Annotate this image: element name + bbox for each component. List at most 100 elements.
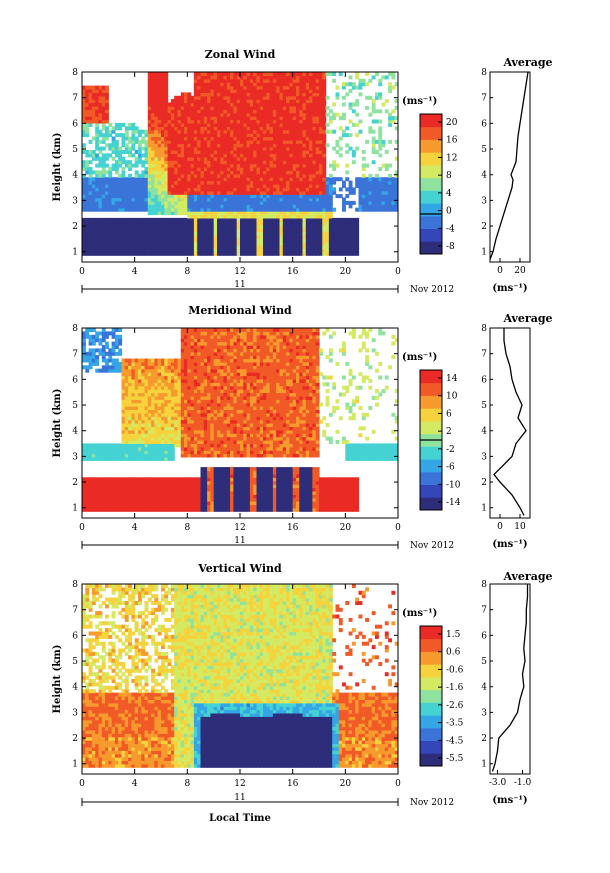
zonal-wind-cell (319, 82, 323, 87)
meridional-wind-cell (157, 416, 162, 421)
zonal-wind-cell (292, 160, 297, 165)
meridional-wind-cell (85, 443, 90, 448)
zonal-wind-cell (203, 105, 208, 110)
zonal-wind-cell (358, 119, 363, 124)
zonal-wind-cell (124, 146, 129, 151)
meridional-wind-cell (85, 446, 90, 451)
zonal-wind-cell (286, 200, 290, 205)
zonal-wind-cell (111, 221, 116, 226)
zonal-wind-cell (147, 92, 152, 97)
zonal-wind-cell (203, 204, 208, 209)
meridional-wind-cell (105, 450, 109, 455)
zonal-wind-cell (154, 221, 159, 226)
zonal-wind-cell (236, 163, 241, 168)
meridional-wind-cell (108, 358, 113, 363)
zonal-wind-cell (190, 136, 195, 141)
zonal-wind-cell (269, 241, 274, 246)
zonal-wind-cell (256, 238, 261, 243)
zonal-wind-cell (266, 251, 271, 256)
zonal-wind-cell (332, 207, 337, 212)
zonal-wind-cell (315, 207, 320, 212)
zonal-wind-x-tick-label: 12 (234, 267, 245, 277)
zonal-wind-cell (85, 167, 90, 171)
zonal-wind-cell (203, 156, 208, 161)
meridional-wind-cell (161, 426, 165, 431)
zonal-wind-cell (114, 251, 119, 256)
meridional-wind-cell (98, 453, 103, 458)
meridional-wind-cell (101, 456, 106, 461)
meridional-wind-cell (108, 348, 113, 353)
zonal-wind-cell (197, 221, 202, 226)
zonal-wind-cell (108, 221, 113, 226)
zonal-wind-cell (95, 136, 100, 141)
zonal-wind-x-tick-label: 4 (132, 267, 138, 277)
meridional-wind-cell (147, 365, 152, 370)
zonal-wind-cell (388, 177, 392, 182)
meridional-wind-cell (121, 395, 126, 400)
zonal-wind-cell (315, 180, 320, 185)
zonal-wind-cell (233, 211, 238, 216)
zonal-wind-cell (246, 224, 251, 229)
meridional-wind-cell (134, 497, 139, 502)
zonal-wind-cell (105, 187, 109, 192)
zonal-wind-cell (319, 194, 323, 199)
zonal-wind-cell (187, 221, 192, 226)
zonal-wind-cell (124, 163, 129, 168)
zonal-wind-cell (305, 241, 310, 246)
zonal-wind-cell (223, 102, 228, 107)
zonal-wind-cell (203, 82, 208, 87)
zonal-wind-cell (236, 89, 241, 93)
zonal-wind-cell (345, 217, 350, 222)
zonal-wind-cell (200, 214, 205, 219)
zonal-wind-cell (319, 92, 323, 97)
meridional-wind-cell (91, 456, 96, 461)
zonal-wind-cell (217, 245, 221, 249)
zonal-wind-cell (240, 238, 244, 243)
zonal-wind-cell (289, 160, 294, 165)
zonal-wind-cell (141, 129, 146, 134)
zonal-wind-cell (315, 217, 320, 222)
meridional-wind-cell (98, 368, 103, 373)
meridional-wind-cell (85, 358, 90, 363)
zonal-wind-cell (98, 190, 103, 195)
zonal-wind-cell (147, 197, 152, 202)
zonal-wind-cell (82, 119, 86, 124)
zonal-wind-cell (263, 150, 267, 154)
zonal-wind-cell (161, 150, 165, 154)
zonal-wind-cell (292, 211, 297, 216)
zonal-wind-cell (82, 228, 86, 233)
zonal-wind-cell (361, 177, 366, 182)
zonal-wind-cell (299, 234, 304, 239)
zonal-wind-cell (263, 75, 267, 80)
zonal-wind-cell (105, 184, 109, 188)
zonal-wind-cell (118, 197, 123, 202)
meridional-wind-cell (157, 440, 162, 444)
zonal-wind-cell (391, 190, 396, 195)
meridional-wind-cell (151, 375, 155, 380)
zonal-wind-cell (259, 82, 264, 87)
zonal-wind-cell (240, 133, 244, 138)
zonal-wind-cell (319, 122, 323, 127)
zonal-wind-cell (312, 217, 317, 222)
zonal-wind-cell (190, 150, 195, 154)
zonal-wind-cell (325, 224, 330, 229)
zonal-wind-cell (207, 234, 211, 239)
zonal-wind-cell (296, 197, 300, 202)
zonal-wind-cell (226, 99, 231, 104)
zonal-wind-cell (302, 126, 307, 131)
meridional-wind-cell (91, 334, 96, 339)
zonal-wind-cell (282, 129, 287, 134)
zonal-wind-cell (190, 167, 195, 171)
zonal-wind-cell (292, 95, 297, 100)
zonal-wind-cell (322, 221, 327, 226)
zonal-wind-cell (266, 139, 271, 144)
zonal-wind-cell (190, 153, 195, 158)
meridional-wind-cell (105, 484, 109, 489)
zonal-wind-cell (154, 139, 159, 144)
meridional-wind-cell (118, 490, 123, 495)
zonal-wind-cell (200, 224, 205, 229)
zonal-wind-cell (85, 194, 90, 199)
zonal-wind-cell (174, 109, 179, 114)
zonal-wind-cell (180, 173, 185, 178)
